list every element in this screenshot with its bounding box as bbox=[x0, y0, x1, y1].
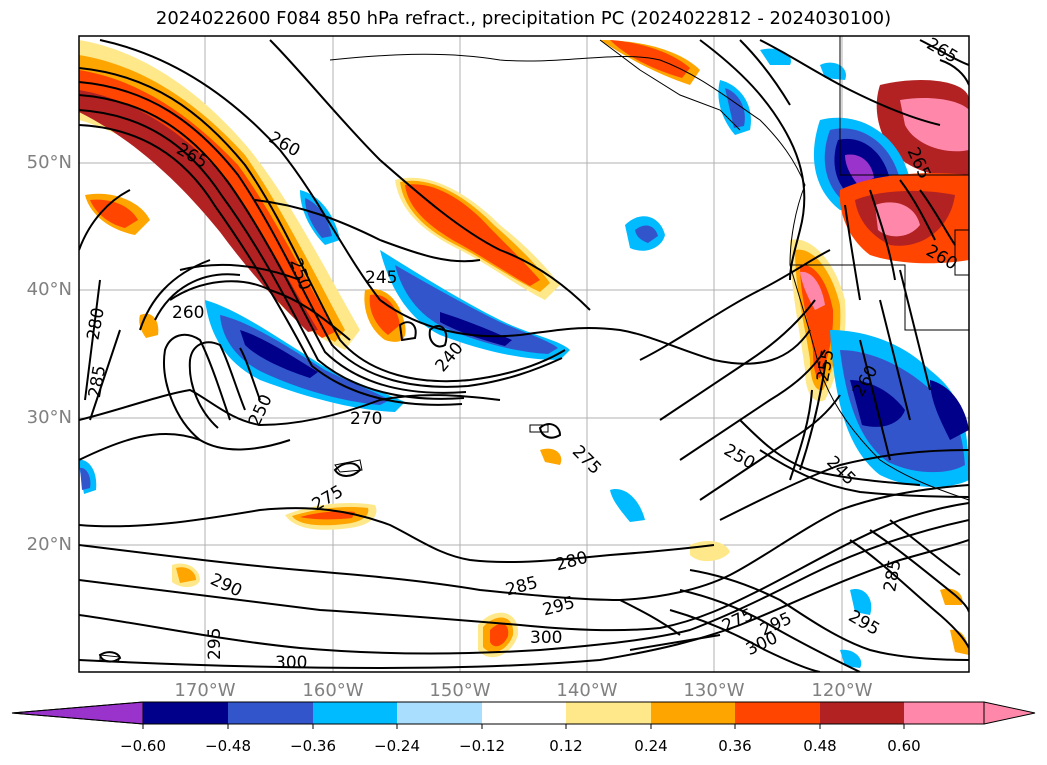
colorbar-tick-label: −0.24 bbox=[374, 737, 420, 755]
colorbar-swatch bbox=[566, 702, 651, 724]
lon-label-160w: 160°W bbox=[302, 680, 364, 701]
colorbar-tick-label: −0.12 bbox=[459, 737, 505, 755]
lat-label-50n: 50°N bbox=[26, 152, 72, 173]
colorbar bbox=[11, 701, 1036, 729]
colorbar-tick-label: 0.36 bbox=[718, 737, 752, 755]
contour-label: 270 bbox=[350, 409, 382, 429]
colorbar-swatch bbox=[397, 702, 482, 724]
colorbar-extend-high bbox=[904, 702, 1035, 724]
lon-label-170w: 170°W bbox=[174, 680, 236, 701]
contour-label: 260 bbox=[172, 303, 204, 323]
colorbar-swatch bbox=[735, 702, 820, 724]
colorbar-tick-label: 0.12 bbox=[549, 737, 583, 755]
contour-label: 245 bbox=[365, 268, 397, 288]
colorbar-tick-label: 0.60 bbox=[887, 737, 921, 755]
lon-label-150w: 150°W bbox=[429, 680, 491, 701]
colorbar-extend-low bbox=[11, 701, 144, 725]
colorbar-swatch bbox=[313, 702, 397, 724]
contour-label: 295 bbox=[205, 628, 225, 660]
contour-label: 300 bbox=[530, 628, 562, 648]
colorbar-tick-label: 0.48 bbox=[803, 737, 837, 755]
contour-label: 300 bbox=[275, 653, 307, 673]
colorbar-swatch bbox=[482, 702, 566, 724]
coastlines bbox=[99, 36, 969, 663]
colorbar-swatch bbox=[228, 702, 313, 724]
colorbar-tick-label: 0.24 bbox=[634, 737, 668, 755]
lon-label-130w: 130°W bbox=[683, 680, 745, 701]
colorbar-tick-label: −0.48 bbox=[205, 737, 251, 755]
lon-label-140w: 140°W bbox=[556, 680, 618, 701]
colorbar-tick-label: −0.60 bbox=[120, 737, 166, 755]
lat-label-30n: 30°N bbox=[26, 407, 72, 428]
lon-label-120w: 120°W bbox=[811, 680, 873, 701]
lat-label-40n: 40°N bbox=[26, 279, 72, 300]
colorbar-swatch bbox=[143, 702, 228, 724]
lat-label-20n: 20°N bbox=[26, 534, 72, 555]
colorbar-swatch bbox=[820, 702, 904, 724]
colorbar-swatch bbox=[651, 702, 735, 724]
plot-frame bbox=[78, 35, 970, 673]
map-title: 2024022600 F084 850 hPa refract., precip… bbox=[155, 8, 892, 29]
refractivity-contours bbox=[79, 39, 969, 672]
colorbar-tick-label: −0.36 bbox=[290, 737, 336, 755]
